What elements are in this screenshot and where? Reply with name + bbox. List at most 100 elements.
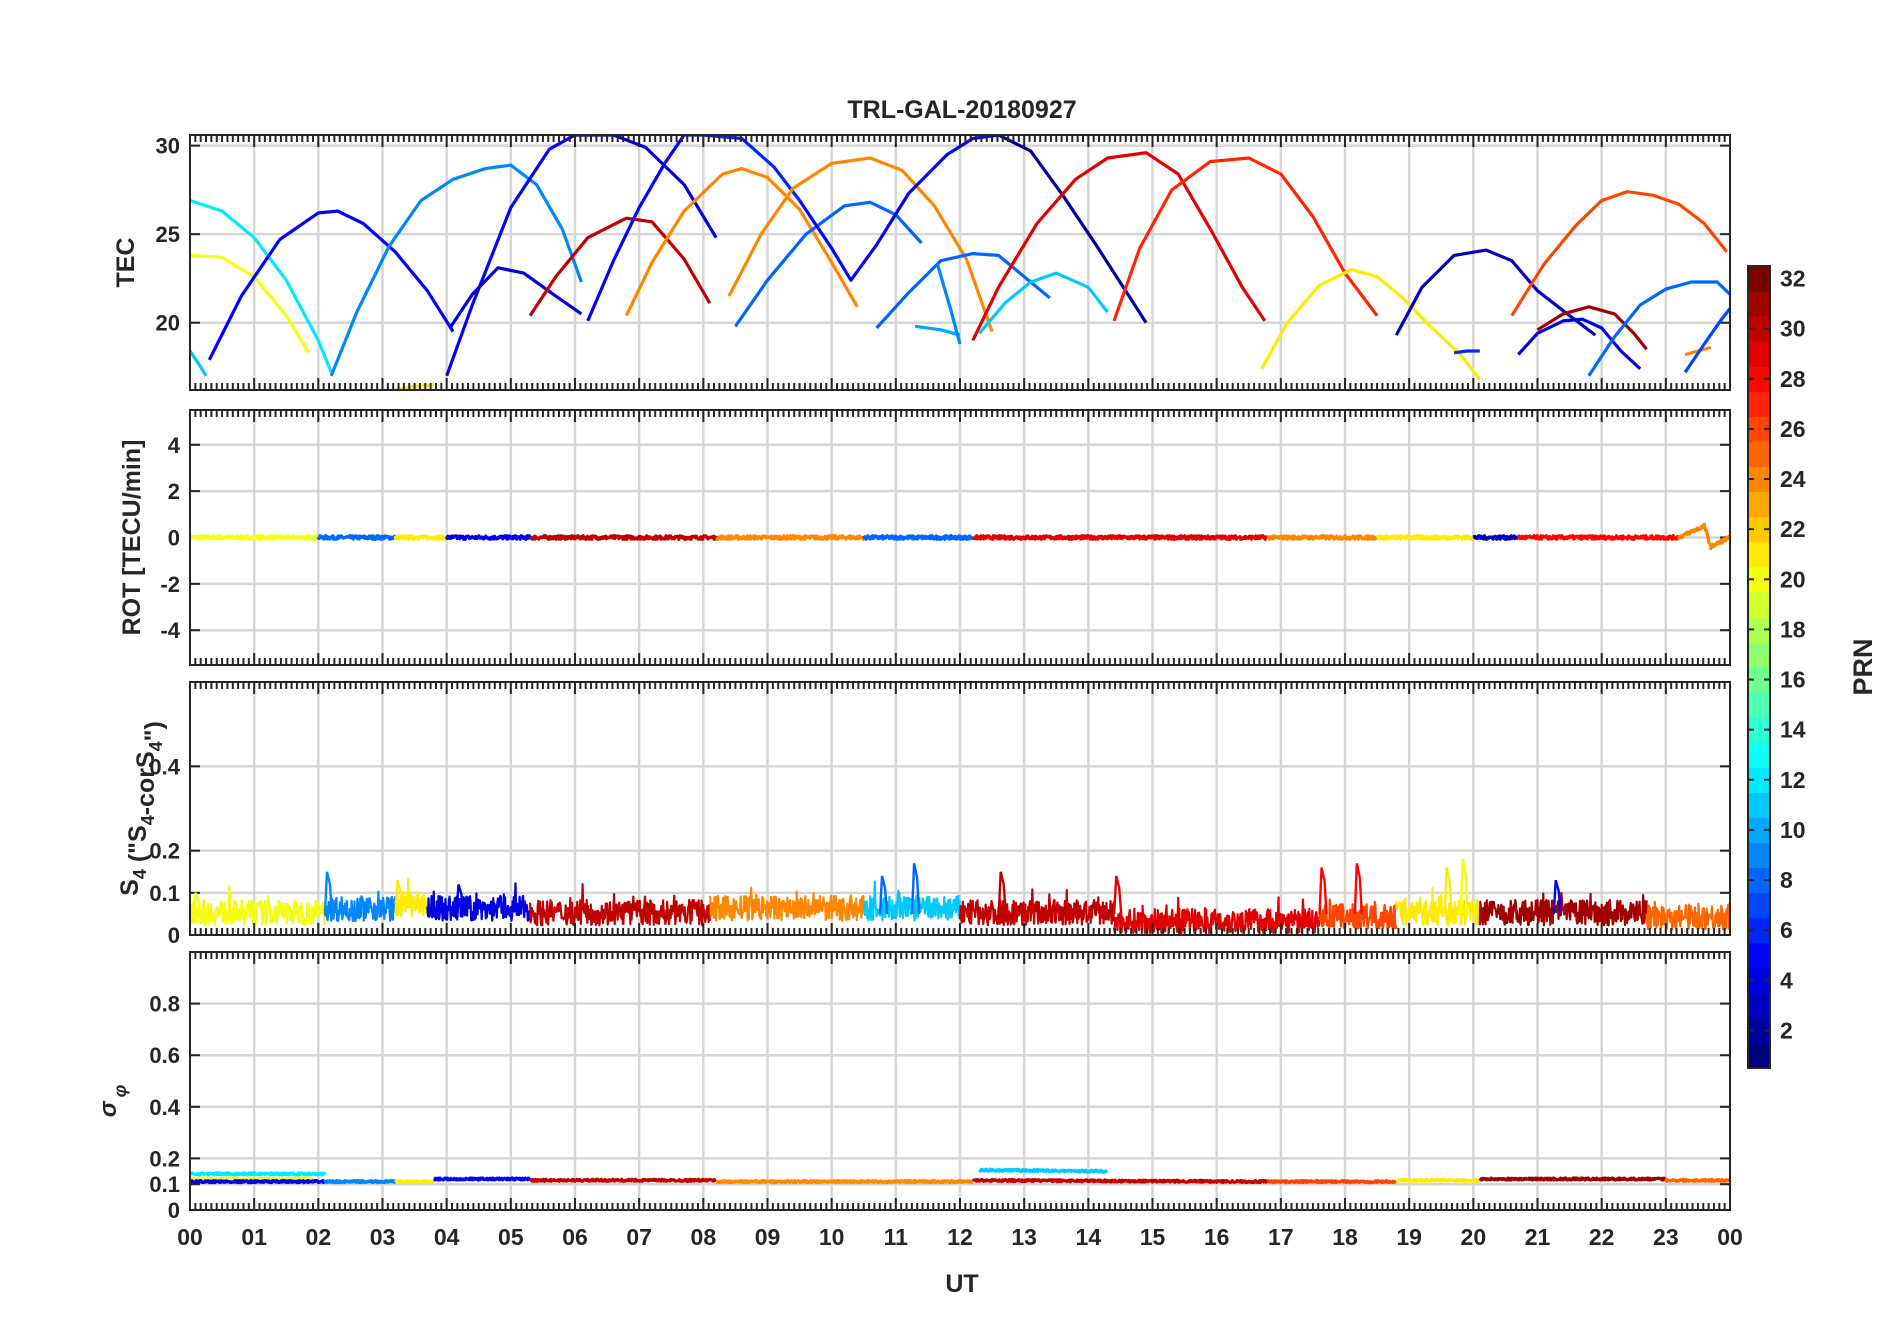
peak-prn-5 — [1552, 879, 1562, 915]
color-bar-cell — [1748, 441, 1770, 468]
y-axis-label-part: σ — [95, 1100, 122, 1117]
color-bar-cell — [1748, 1042, 1770, 1069]
data-rot — [190, 522, 1730, 551]
x-tick-label: 01 — [241, 1224, 267, 1250]
series-prn-28 — [1516, 533, 1681, 541]
series-prn-25 — [1664, 1177, 1730, 1183]
series-prn-31 — [1478, 1176, 1668, 1182]
x-tick-label: 04 — [434, 1224, 460, 1250]
y-tick-label: 0 — [168, 526, 180, 551]
series-prn-12 — [190, 1171, 327, 1177]
color-bar-cell — [1748, 842, 1770, 869]
x-tick-label: 16 — [1204, 1224, 1230, 1250]
series-prn-8 — [862, 533, 975, 541]
color-bar-cell — [1748, 266, 1770, 292]
color-bar-cell — [1748, 591, 1770, 618]
y-axis-label-part: -corS — [132, 751, 160, 815]
panel-tec: 20 25 30 TEC — [112, 134, 1731, 391]
y-tick-label: 0 — [168, 1198, 180, 1223]
series-prn-29 — [971, 151, 1267, 342]
series-prn-4 — [448, 266, 583, 329]
series-prn-5 — [586, 135, 686, 322]
peak-prn-21 — [394, 879, 404, 915]
panel-rot: -4 -2 0 2 4 ROT [TECU/min] — [118, 409, 1731, 666]
series-prn-8 — [1587, 280, 1730, 377]
color-bar-tick-label: 18 — [1780, 616, 1806, 642]
x-tick-label: 23 — [1653, 1224, 1679, 1250]
color-bar-cell — [1748, 867, 1770, 894]
x-tick-label: 09 — [755, 1224, 781, 1250]
color-bar-tick-label: 6 — [1780, 917, 1793, 943]
color-bar-cell — [1748, 692, 1770, 718]
x-tick-label: 17 — [1268, 1224, 1294, 1250]
color-bar-cell — [1748, 391, 1770, 417]
peak-prn-29 — [1113, 875, 1123, 915]
y-tick-label: 0.6 — [149, 1043, 180, 1068]
y-tick-label: 0 — [168, 923, 180, 948]
x-tick-label: 15 — [1140, 1224, 1166, 1250]
y-tick-label: 0.4 — [149, 1095, 180, 1120]
series-prn-27 — [1112, 156, 1379, 322]
color-bar-cell — [1748, 466, 1770, 493]
peak-prn-8 — [910, 863, 921, 914]
series-prn-6 — [684, 135, 801, 202]
x-tick-label: 07 — [626, 1224, 652, 1250]
series-prn-11 — [190, 350, 208, 377]
series-prn-4 — [1517, 317, 1642, 370]
peak-prn-30 — [997, 871, 1007, 914]
series-prn-3 — [1394, 248, 1597, 337]
series-prn-10 — [914, 324, 961, 337]
color-bar-tick-label: 20 — [1780, 566, 1806, 592]
color-bar-cell — [1748, 341, 1770, 367]
color-bar-tick-label: 24 — [1780, 466, 1806, 492]
color-bar-cell — [1748, 316, 1770, 342]
chart-title: TRL-GAL-20180927 — [847, 96, 1076, 124]
y-tick-label: 30 — [156, 134, 180, 159]
color-bar-cell — [1748, 366, 1770, 392]
peak-prn-20 — [192, 892, 202, 915]
color-bar-frame — [1747, 265, 1771, 1069]
color-bar-cell — [1748, 892, 1770, 919]
series-prn-6 — [1453, 349, 1480, 355]
color-bar-cell — [1748, 566, 1770, 593]
color-bar-tick-label: 26 — [1780, 416, 1806, 442]
peak-prn-21 — [1443, 867, 1453, 914]
series-prn-21 — [394, 877, 429, 918]
color-bar-cell — [1748, 1017, 1770, 1044]
color-bar-cell — [1748, 616, 1770, 643]
series-prn-21 — [1260, 268, 1482, 381]
series-prn-24 — [714, 534, 866, 542]
series-prn-11 — [978, 1167, 1109, 1174]
series-prn-4 — [426, 882, 532, 922]
y-tick-label: 0.2 — [149, 839, 180, 864]
y-axis-label: ROT [TECU/min] — [118, 440, 146, 636]
y-tick-label: -4 — [160, 618, 180, 643]
y-axis-label-part: φ — [110, 1084, 130, 1097]
y-tick-label: 0.8 — [149, 992, 180, 1017]
color-bar-cell — [1748, 967, 1770, 994]
series-prn-29 — [1112, 896, 1321, 935]
series-prn-30 — [528, 534, 718, 542]
series-prn-5 — [207, 209, 455, 361]
color-bar-cell — [1748, 792, 1770, 818]
peak-prn-28 — [1318, 867, 1328, 914]
series-prn-29 — [971, 534, 1270, 542]
y-tick-label: 0.1 — [149, 1172, 180, 1197]
color-bar-tick-label: 12 — [1780, 767, 1806, 793]
color-bar-cell — [1748, 416, 1770, 443]
y-axis-label-part: S — [116, 879, 144, 896]
series-prn-4 — [445, 534, 532, 541]
series-prn-9 — [935, 263, 962, 345]
series-prn-21 — [393, 1178, 435, 1185]
color-bar-cell — [1748, 717, 1770, 743]
series-prn-30 — [528, 1177, 718, 1184]
series-prn-5 — [432, 1176, 532, 1182]
series-prn-24 — [624, 167, 859, 317]
peak-prn-20 — [1459, 858, 1469, 914]
x-tick-label: 21 — [1525, 1224, 1551, 1250]
series-prn-24 — [715, 1178, 974, 1185]
x-tick-label: 05 — [498, 1224, 524, 1250]
color-bar-cell — [1748, 291, 1770, 317]
series-prn-25 — [1645, 900, 1730, 931]
